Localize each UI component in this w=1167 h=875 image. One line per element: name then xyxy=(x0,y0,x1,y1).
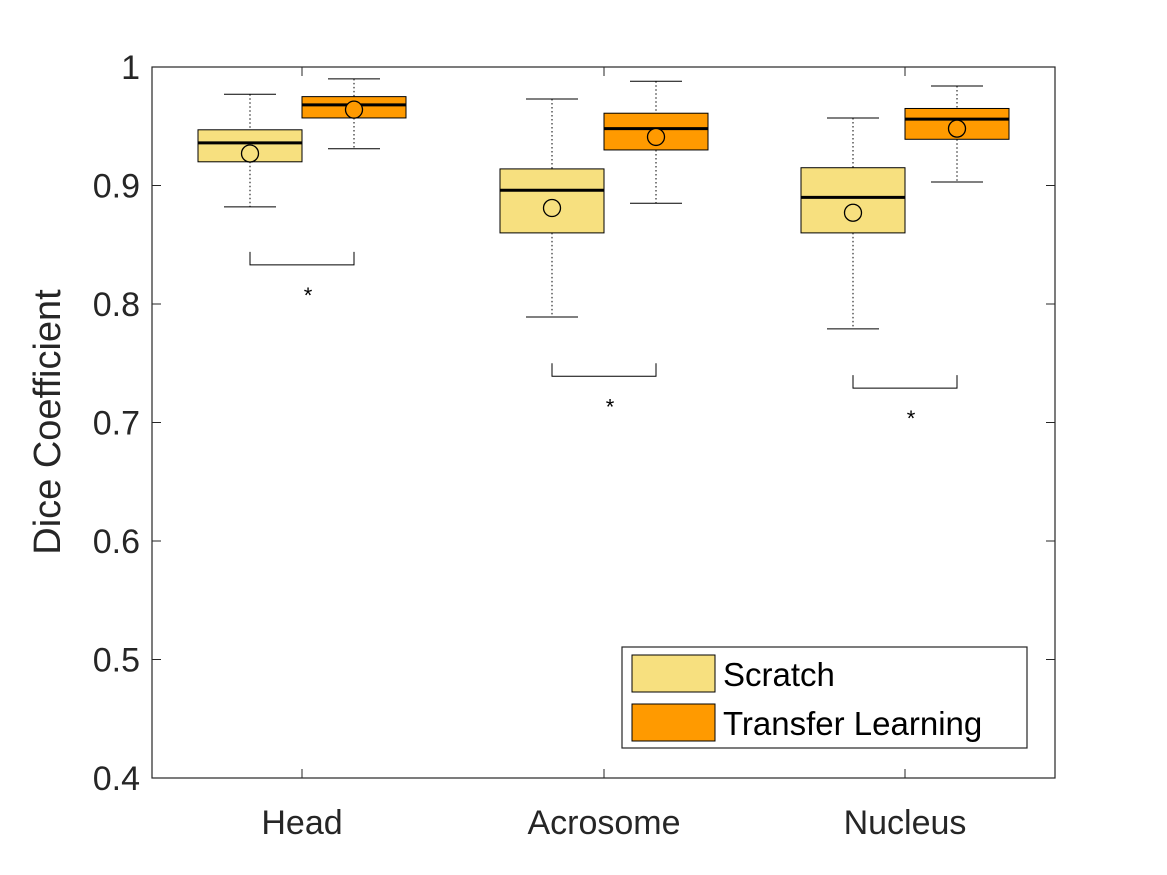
legend: Scratch Transfer Learning xyxy=(621,646,1028,749)
y-tick-label: 0.5 xyxy=(93,642,140,680)
axes: 0.4 0.5 0.6 0.7 0.8 0.9 1 Head Acrosome Nucleus xyxy=(93,49,1056,842)
significance-bracket xyxy=(551,363,657,377)
mean-marker xyxy=(542,198,562,218)
y-tick-label: 0.4 xyxy=(93,760,140,798)
mean-marker xyxy=(947,119,967,138)
box-transfer-head xyxy=(301,78,407,150)
x-tick-label-head: Head xyxy=(261,804,342,842)
significance-bracket xyxy=(249,251,355,266)
legend-label: Transfer Learning xyxy=(723,705,982,742)
boxes-layer xyxy=(197,78,1010,330)
box-scratch-head xyxy=(197,93,303,208)
box-transfer-acrosome xyxy=(603,80,709,204)
mean-marker xyxy=(344,100,364,119)
legend-swatch xyxy=(631,703,716,742)
significance-layer: * * * xyxy=(249,251,958,431)
y-tick-label: 1 xyxy=(121,49,140,87)
mean-marker xyxy=(646,127,666,147)
iqr-box xyxy=(800,167,906,234)
significance-marker: * xyxy=(606,394,615,419)
box-transfer-nucleus xyxy=(904,85,1010,183)
legend-swatch xyxy=(631,654,716,693)
significance-bracket xyxy=(852,375,958,389)
y-tick-label: 0.7 xyxy=(93,405,140,443)
mean-marker xyxy=(240,144,260,163)
x-tick-label-acrosome: Acrosome xyxy=(527,804,680,842)
mean-marker xyxy=(843,203,863,222)
significance-marker: * xyxy=(304,283,313,308)
legend-label: Scratch xyxy=(723,656,835,693)
box-scratch-acrosome xyxy=(499,98,605,318)
y-tick-label: 0.8 xyxy=(93,286,140,324)
box-scratch-nucleus xyxy=(800,117,906,330)
y-tick-label: 0.6 xyxy=(93,523,140,561)
significance-marker: * xyxy=(907,406,916,431)
y-axis-label: Dice Coefficient xyxy=(27,289,69,555)
y-tick-label: 0.9 xyxy=(93,168,140,206)
x-tick-label-nucleus: Nucleus xyxy=(844,804,967,842)
